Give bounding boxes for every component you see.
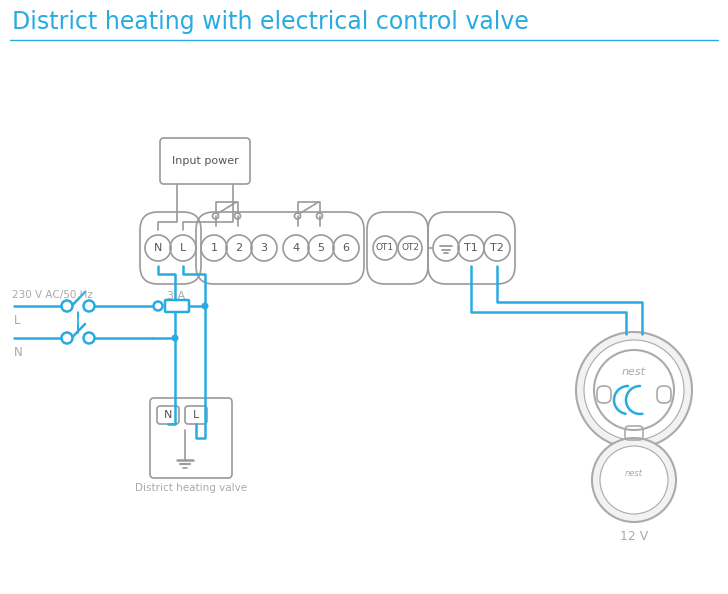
Text: T2: T2: [490, 243, 504, 253]
Circle shape: [172, 334, 178, 342]
Text: N: N: [164, 410, 173, 420]
Text: Input power: Input power: [172, 156, 238, 166]
Text: N: N: [154, 243, 162, 253]
Text: nest: nest: [625, 469, 643, 479]
Circle shape: [594, 350, 674, 430]
Circle shape: [584, 340, 684, 440]
Text: N: N: [14, 346, 23, 359]
Text: 3: 3: [261, 243, 267, 253]
Circle shape: [202, 302, 208, 309]
Circle shape: [600, 446, 668, 514]
Text: 6: 6: [342, 243, 349, 253]
Text: L: L: [14, 314, 20, 327]
Circle shape: [576, 332, 692, 448]
Text: 5: 5: [317, 243, 325, 253]
Text: 4: 4: [293, 243, 299, 253]
Text: nest: nest: [622, 367, 646, 377]
Text: T1: T1: [464, 243, 478, 253]
Text: L: L: [180, 243, 186, 253]
FancyBboxPatch shape: [165, 300, 189, 312]
Text: 1: 1: [210, 243, 218, 253]
Text: OT1: OT1: [376, 244, 394, 252]
Text: District heating with electrical control valve: District heating with electrical control…: [12, 10, 529, 34]
Text: 3 A: 3 A: [167, 291, 185, 301]
Text: L: L: [193, 410, 199, 420]
Text: OT2: OT2: [401, 244, 419, 252]
Text: 12 V: 12 V: [620, 529, 648, 542]
Text: District heating valve: District heating valve: [135, 483, 247, 493]
Text: 2: 2: [235, 243, 242, 253]
Circle shape: [592, 438, 676, 522]
Text: 230 V AC/50 Hz: 230 V AC/50 Hz: [12, 290, 93, 300]
